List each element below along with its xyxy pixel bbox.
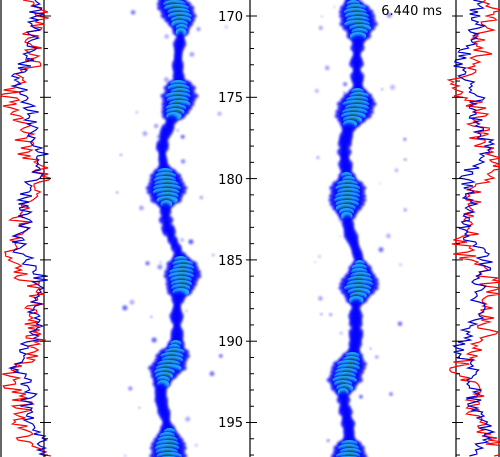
droplet	[325, 65, 330, 71]
droplet	[212, 253, 215, 257]
central-axis: 170 175 180 185 190 195	[218, 0, 257, 457]
right-profile-blue-trace	[452, 0, 496, 457]
droplet	[181, 159, 186, 164]
droplet	[196, 27, 201, 31]
droplet	[119, 153, 123, 156]
tick-label-170: 170	[218, 10, 243, 25]
tick-label-190: 190	[218, 335, 243, 350]
droplet	[318, 296, 323, 301]
droplet	[369, 347, 372, 350]
droplet	[314, 261, 317, 263]
droplet	[219, 354, 223, 358]
droplet	[386, 233, 391, 239]
droplet	[124, 454, 127, 457]
droplet	[180, 238, 184, 242]
tick-label-180: 180	[218, 173, 243, 188]
droplet	[209, 371, 215, 377]
tick-label-175: 175	[218, 91, 243, 106]
droplet	[122, 305, 128, 311]
droplet	[164, 77, 169, 82]
droplet	[339, 235, 342, 237]
droplet	[321, 15, 323, 18]
droplet	[145, 261, 150, 266]
droplet	[386, 12, 392, 18]
right-panel-ticks	[452, 15, 463, 456]
droplet	[139, 205, 144, 211]
droplet	[189, 52, 195, 57]
droplet	[318, 26, 323, 30]
right-jet-field	[314, 0, 407, 457]
droplet	[135, 111, 139, 114]
droplet	[128, 386, 133, 391]
droplet	[390, 84, 396, 90]
droplet	[398, 321, 402, 326]
time-stamp-label: 6.440 ms	[381, 4, 442, 19]
droplet	[316, 156, 320, 160]
left-panel-ticks	[40, 15, 51, 456]
droplet	[389, 392, 393, 396]
droplet	[138, 406, 141, 409]
droplet	[154, 124, 159, 128]
droplet	[343, 82, 347, 86]
droplet	[318, 255, 321, 258]
droplet	[339, 331, 343, 335]
left-jet-field	[116, 0, 228, 457]
right-profile-panel	[446, 0, 500, 457]
droplet	[320, 313, 323, 316]
droplet	[185, 416, 191, 422]
droplet	[159, 261, 163, 264]
droplet	[403, 137, 407, 141]
droplet	[343, 91, 345, 94]
left-profile-panel	[0, 0, 51, 457]
droplet	[131, 10, 136, 15]
central-axis-ticks	[246, 15, 257, 456]
droplet	[185, 309, 188, 313]
tick-label-185: 185	[218, 254, 243, 269]
left-profile-blue-trace	[7, 0, 49, 457]
droplet	[199, 196, 203, 199]
droplet	[404, 158, 407, 161]
droplet	[314, 89, 319, 93]
droplet	[375, 355, 379, 359]
droplet	[359, 395, 363, 399]
droplet	[180, 135, 185, 139]
droplet	[333, 5, 336, 8]
droplet	[224, 25, 228, 29]
droplet	[399, 263, 402, 266]
droplet	[403, 208, 407, 212]
droplet	[195, 444, 198, 447]
droplet	[150, 315, 153, 318]
droplet	[326, 439, 330, 442]
left-profile-red-trace	[0, 0, 51, 457]
droplet	[394, 168, 399, 173]
droplet	[142, 131, 148, 136]
droplet	[176, 129, 179, 132]
droplet	[129, 300, 135, 305]
droplet	[164, 34, 169, 39]
droplet	[151, 337, 157, 343]
droplet	[116, 191, 119, 194]
droplet	[188, 239, 194, 245]
right-profile-red-trace	[446, 0, 500, 457]
droplet	[329, 313, 333, 316]
droplet	[379, 182, 382, 185]
droplet	[217, 112, 222, 116]
droplet	[378, 247, 384, 253]
droplet	[381, 88, 384, 91]
droplet	[157, 264, 163, 270]
tick-label-195: 195	[218, 416, 243, 431]
